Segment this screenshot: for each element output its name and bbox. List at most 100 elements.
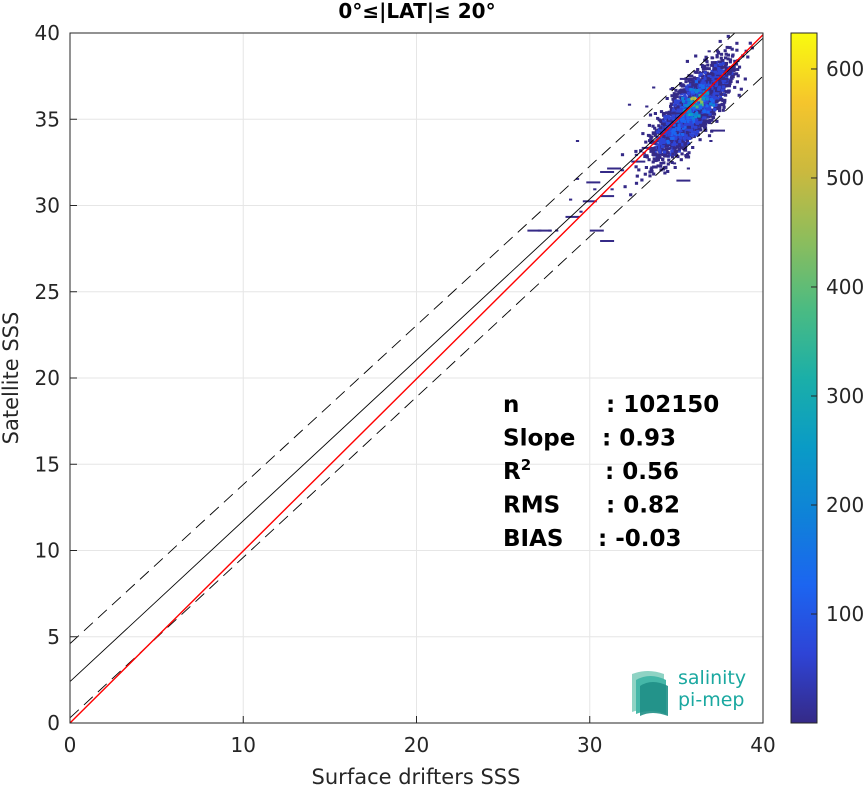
density-cell (735, 80, 739, 84)
density-cell (718, 103, 722, 107)
density-cell (690, 105, 694, 109)
density-cell (656, 164, 660, 168)
density-cell (664, 117, 668, 121)
density-cell (710, 89, 714, 93)
stat-label: R2 (503, 456, 531, 485)
density-cell (662, 127, 666, 131)
density-cell (672, 141, 676, 145)
density-cell (661, 112, 666, 116)
density-cell (711, 73, 715, 77)
density-cell (721, 61, 725, 65)
density-cell (686, 103, 690, 107)
density-cell (678, 140, 682, 143)
density-cell (659, 132, 663, 136)
density-cell (705, 67, 709, 71)
density-cell (687, 101, 691, 105)
density-cell (657, 139, 661, 142)
density-cell (659, 126, 663, 130)
density-cell (694, 80, 698, 84)
stat-value: : 0.93 (602, 426, 676, 452)
density-cell (722, 105, 726, 109)
density-cell (600, 171, 615, 173)
density-cell (709, 98, 713, 102)
density-cell (682, 84, 686, 88)
density-cell (714, 103, 718, 107)
stat-value: : 102150 (606, 392, 719, 418)
density-cell (718, 63, 722, 66)
density-cell (709, 91, 713, 95)
density-cell (748, 41, 752, 45)
density-cell (727, 84, 731, 88)
density-cell (659, 152, 663, 156)
density-cell (692, 130, 696, 134)
density-cell (711, 115, 715, 119)
density-cell (653, 133, 657, 137)
density-cell (695, 121, 700, 125)
density-cell (661, 130, 665, 134)
density-cell (659, 110, 664, 114)
density-cell (691, 96, 695, 100)
density-cell (703, 71, 707, 75)
density-cell (664, 147, 668, 151)
density-cell (678, 99, 682, 103)
density-cell (707, 85, 711, 89)
density-cell (686, 116, 690, 120)
density-cell (743, 77, 747, 81)
density-cell (734, 62, 739, 66)
density-cell (649, 136, 653, 140)
density-cell (690, 134, 695, 137)
density-cell (699, 72, 703, 76)
density-cell (692, 110, 696, 114)
density-cell (689, 83, 693, 87)
density-cell (710, 118, 714, 122)
density-cell (660, 138, 664, 142)
density-cell (730, 76, 734, 80)
density-cell (670, 138, 674, 142)
density-cell (650, 148, 654, 152)
density-cell (735, 72, 739, 76)
logo: salinity pi-mep (632, 667, 746, 716)
density-cell (675, 131, 679, 135)
density-cell (648, 134, 652, 138)
density-cell (720, 92, 724, 96)
density-cell (697, 85, 701, 89)
density-cell (720, 69, 724, 73)
density-cell (671, 103, 675, 107)
density-cell (651, 140, 655, 144)
x-tick-label: 0 (64, 733, 77, 757)
density-cell (659, 153, 663, 156)
density-cell (685, 130, 689, 134)
density-cell (701, 65, 705, 69)
density-cell (715, 99, 719, 103)
density-cell (694, 113, 698, 117)
density-cell (712, 91, 717, 95)
density-cell (655, 157, 659, 160)
density-cell (660, 128, 664, 132)
density-cell (736, 68, 740, 71)
density-cell (718, 98, 722, 102)
density-cell (703, 110, 707, 114)
density-cell (746, 55, 750, 59)
density-cell (711, 96, 715, 99)
density-cell (725, 45, 729, 49)
density-cell (699, 123, 703, 126)
density-cell (663, 166, 667, 169)
density-cell (731, 75, 735, 79)
density-cell (684, 80, 688, 84)
density-cell (665, 111, 669, 115)
density-cell (704, 80, 708, 84)
density-cell (679, 158, 683, 162)
colorbar-tick-label: 400 (826, 275, 864, 299)
density-cell (720, 103, 724, 106)
density-cell (651, 124, 655, 128)
density-cell (671, 125, 675, 129)
density-cell (657, 147, 661, 151)
density-cell (735, 48, 739, 52)
density-cell (726, 57, 730, 61)
density-cell (732, 72, 736, 76)
density-cell (654, 165, 658, 169)
density-cell (718, 95, 722, 99)
x-tick-label: 40 (750, 733, 775, 757)
density-cell (715, 54, 719, 58)
density-cell (688, 110, 692, 114)
